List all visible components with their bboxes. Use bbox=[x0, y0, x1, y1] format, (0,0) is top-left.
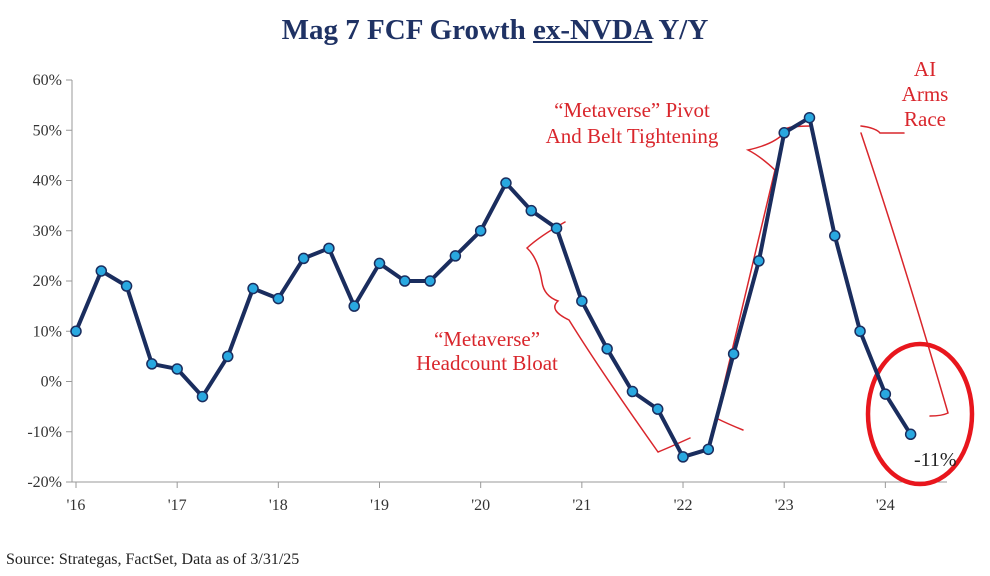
chart-title-part-2: ex-NVDA bbox=[532, 14, 653, 46]
annotation-brackets bbox=[525, 125, 975, 487]
end-value-label: -11% bbox=[914, 449, 957, 471]
data-point bbox=[297, 252, 310, 265]
x-tick-label: '19 bbox=[370, 497, 389, 514]
data-point bbox=[601, 343, 613, 355]
data-point bbox=[500, 177, 512, 189]
annotation-headcount-line-1: “Metaverse” bbox=[434, 327, 540, 351]
y-tick-label: 50% bbox=[33, 122, 62, 139]
y-tick-label: 30% bbox=[33, 223, 62, 240]
data-point bbox=[272, 292, 285, 305]
x-tick-label: '20 bbox=[471, 497, 490, 514]
bracket-ai-top bbox=[860, 125, 905, 134]
data-point bbox=[247, 282, 259, 295]
data-point bbox=[424, 275, 436, 287]
y-tick-label: 40% bbox=[33, 173, 62, 190]
chart-title: Mag 7 FCF Growth ex-NVDA Y/Y bbox=[0, 14, 990, 47]
highlight-circle bbox=[865, 341, 975, 487]
data-point bbox=[702, 443, 715, 456]
y-tick-label: 60% bbox=[33, 72, 62, 89]
data-point bbox=[474, 225, 487, 237]
annotation-ai-line-2: Arms bbox=[902, 82, 949, 106]
annotation-labels: “Metaverse” Headcount Bloat “Metaverse” … bbox=[416, 57, 956, 471]
y-tick-label: 0% bbox=[41, 374, 62, 391]
data-point bbox=[803, 111, 816, 124]
data-point bbox=[373, 257, 386, 270]
annotation-ai-line-1: AI bbox=[914, 57, 936, 81]
data-point bbox=[196, 390, 209, 403]
data-point bbox=[348, 300, 360, 312]
bracket-headcount bbox=[525, 221, 691, 453]
data-point bbox=[146, 358, 158, 370]
source-note: Source: Strategas, FactSet, Data as of 3… bbox=[6, 551, 300, 568]
series-line bbox=[74, 115, 913, 459]
data-point bbox=[651, 403, 664, 415]
annotation-pivot-line-1: “Metaverse” Pivot bbox=[554, 98, 710, 122]
data-point bbox=[854, 325, 866, 337]
data-point bbox=[677, 451, 689, 463]
chart-title-part-3: Y/Y bbox=[652, 14, 709, 46]
annotation-headcount-line-2: Headcount Bloat bbox=[416, 351, 558, 375]
bracket-ai-side bbox=[860, 132, 949, 417]
y-tick-label: 20% bbox=[33, 273, 62, 290]
data-point bbox=[399, 275, 411, 287]
chart-title-part-1: Mag 7 FCF Growth bbox=[281, 14, 533, 46]
data-point bbox=[879, 388, 892, 400]
data-point bbox=[95, 265, 108, 277]
x-tick-label: '17 bbox=[168, 497, 187, 514]
x-tick-label: '23 bbox=[775, 497, 794, 514]
chart-axes: -20% -10% 0% 10% 20% 30% 40% 50% 60% '16 '17 '18 '19… bbox=[27, 72, 947, 514]
chart-series bbox=[70, 111, 917, 463]
data-point bbox=[70, 325, 82, 337]
data-point bbox=[222, 350, 234, 363]
annotation-ai-line-3: Race bbox=[904, 107, 946, 131]
y-tick-label: -20% bbox=[27, 474, 62, 491]
data-point bbox=[626, 385, 639, 398]
y-tick-label: 10% bbox=[33, 323, 62, 340]
data-point bbox=[753, 255, 765, 267]
x-tick-label: '21 bbox=[572, 497, 591, 514]
data-point bbox=[323, 242, 335, 255]
data-point bbox=[550, 222, 563, 234]
x-tick-label: '24 bbox=[876, 497, 895, 514]
data-point bbox=[525, 204, 538, 217]
annotation-pivot-line-2: And Belt Tightening bbox=[546, 124, 719, 148]
data-point bbox=[171, 363, 183, 375]
x-tick-label: '16 bbox=[67, 497, 86, 514]
data-point bbox=[904, 428, 917, 441]
data-point bbox=[449, 250, 462, 262]
data-point bbox=[727, 348, 740, 360]
data-point bbox=[576, 295, 588, 307]
data-point bbox=[778, 127, 790, 139]
x-tick-label: '22 bbox=[674, 497, 693, 514]
x-tick-label: '18 bbox=[269, 497, 288, 514]
data-point bbox=[120, 280, 133, 292]
bracket-pivot bbox=[715, 125, 813, 431]
y-tick-label: -10% bbox=[27, 424, 62, 441]
data-point bbox=[829, 230, 841, 242]
